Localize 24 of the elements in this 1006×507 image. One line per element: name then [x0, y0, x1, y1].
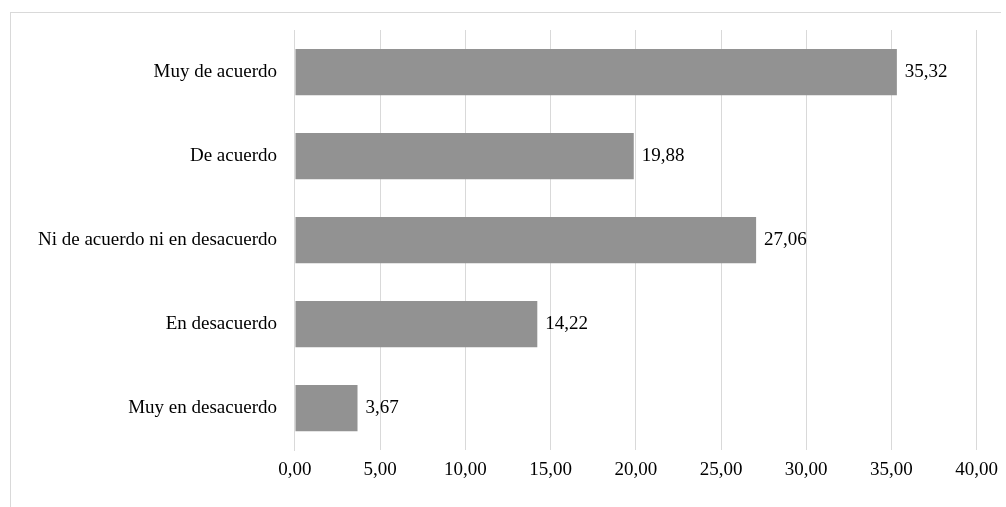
- bar: [295, 301, 538, 348]
- y-tick-label: Muy de acuerdo: [153, 60, 277, 81]
- x-tick-label: 35,00: [870, 457, 913, 479]
- y-tick-label: Muy en desacuerdo: [128, 396, 277, 418]
- y-tick-label: Ni de acuerdo ni en desacuerdo: [37, 228, 277, 250]
- x-tick-label: 25,00: [699, 457, 743, 479]
- data-label: 19,88: [641, 144, 685, 166]
- x-tick-label: 15,00: [529, 457, 572, 479]
- x-tick-label: 5,00: [363, 457, 397, 479]
- x-tick-label: 30,00: [784, 457, 828, 479]
- bar: [295, 385, 358, 432]
- data-label: 35,32: [904, 60, 948, 81]
- data-label: 3,67: [365, 396, 399, 418]
- data-label: 14,22: [545, 312, 589, 334]
- x-tick-label: 10,00: [444, 457, 487, 479]
- x-tick-label: 0,00: [278, 457, 312, 479]
- y-tick-label: En desacuerdo: [165, 312, 277, 334]
- bar: [295, 48, 897, 96]
- x-tick-label: 20,00: [614, 457, 658, 479]
- x-tick-label: 40,00: [955, 457, 998, 479]
- bar: [295, 132, 634, 180]
- data-label: 27,06: [764, 228, 807, 250]
- bar: [295, 216, 757, 264]
- y-tick-label: De acuerdo: [189, 144, 277, 166]
